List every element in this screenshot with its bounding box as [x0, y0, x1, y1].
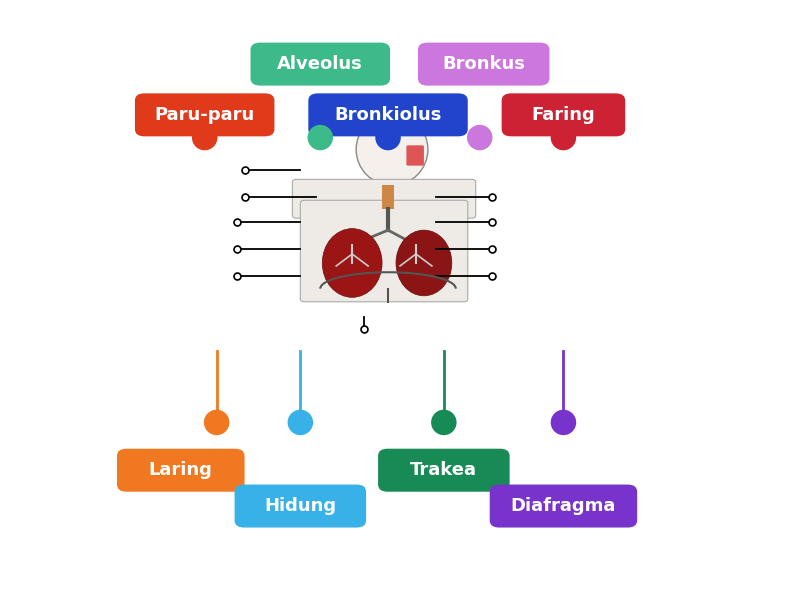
FancyBboxPatch shape [382, 185, 394, 209]
Text: Faring: Faring [531, 106, 595, 124]
FancyBboxPatch shape [250, 43, 390, 86]
Text: Trakea: Trakea [410, 461, 478, 479]
FancyBboxPatch shape [300, 200, 468, 302]
Ellipse shape [287, 410, 313, 435]
Ellipse shape [322, 229, 382, 298]
Ellipse shape [431, 410, 457, 435]
Text: Bronkus: Bronkus [442, 55, 525, 73]
Ellipse shape [307, 125, 333, 150]
FancyBboxPatch shape [418, 43, 550, 86]
Ellipse shape [204, 410, 230, 435]
Ellipse shape [550, 410, 576, 435]
Ellipse shape [550, 125, 576, 150]
Text: Diafragma: Diafragma [510, 497, 616, 515]
Ellipse shape [375, 125, 401, 150]
Text: Hidung: Hidung [264, 497, 337, 515]
Text: Bronkiolus: Bronkiolus [334, 106, 442, 124]
Text: Laring: Laring [149, 461, 213, 479]
Ellipse shape [356, 113, 428, 185]
FancyBboxPatch shape [135, 94, 274, 136]
Text: Paru-paru: Paru-paru [154, 106, 255, 124]
FancyBboxPatch shape [308, 94, 468, 136]
FancyBboxPatch shape [292, 179, 476, 218]
Text: Alveolus: Alveolus [278, 55, 363, 73]
Ellipse shape [192, 125, 218, 150]
FancyBboxPatch shape [376, 152, 400, 185]
FancyBboxPatch shape [502, 94, 626, 136]
FancyBboxPatch shape [234, 485, 366, 527]
FancyBboxPatch shape [490, 485, 637, 527]
Ellipse shape [396, 230, 452, 296]
FancyBboxPatch shape [406, 145, 424, 166]
FancyBboxPatch shape [117, 449, 245, 492]
Ellipse shape [467, 125, 493, 150]
FancyBboxPatch shape [378, 449, 510, 492]
